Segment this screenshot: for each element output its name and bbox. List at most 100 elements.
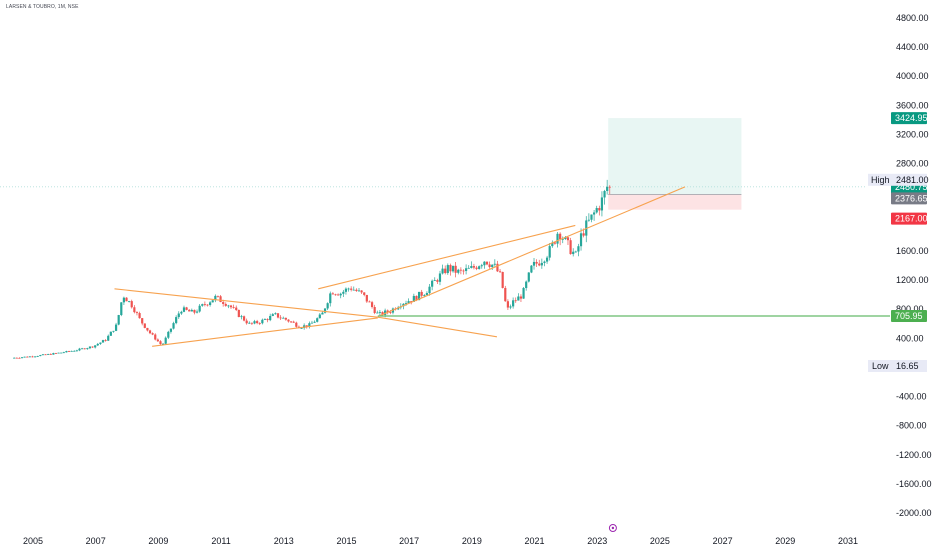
candle bbox=[151, 332, 154, 336]
candle bbox=[26, 356, 29, 358]
candle bbox=[276, 313, 280, 319]
low-label-text: Low bbox=[872, 361, 889, 371]
candle bbox=[138, 311, 141, 319]
candle bbox=[493, 259, 496, 267]
candle bbox=[373, 304, 376, 315]
candle bbox=[598, 205, 601, 216]
candle bbox=[269, 313, 272, 322]
candle bbox=[514, 297, 517, 303]
candle bbox=[323, 308, 327, 314]
candle bbox=[519, 294, 523, 302]
price-tag-label: 2480.75 bbox=[895, 182, 928, 192]
candle bbox=[256, 319, 259, 325]
x-tick-label: 2017 bbox=[399, 536, 419, 546]
candle bbox=[289, 321, 293, 323]
candle bbox=[522, 287, 525, 299]
x-tick-label: 2007 bbox=[86, 536, 106, 546]
candle bbox=[337, 293, 340, 296]
candle bbox=[365, 294, 368, 303]
candle bbox=[224, 302, 227, 307]
event-marker-icon bbox=[608, 524, 617, 532]
candle bbox=[88, 346, 92, 350]
candle bbox=[159, 340, 162, 346]
candle bbox=[368, 300, 371, 303]
x-tick-label: 2015 bbox=[336, 536, 356, 546]
candle bbox=[229, 304, 233, 310]
x-tick-label: 2005 bbox=[23, 536, 43, 546]
candle bbox=[483, 261, 486, 269]
candle bbox=[295, 321, 298, 328]
candle bbox=[559, 232, 562, 246]
candle bbox=[185, 306, 188, 311]
candle bbox=[20, 357, 24, 359]
candle bbox=[107, 334, 110, 342]
candle bbox=[203, 301, 206, 307]
candle bbox=[548, 243, 551, 261]
candle bbox=[454, 261, 457, 278]
candle bbox=[504, 285, 507, 302]
candle bbox=[538, 259, 541, 267]
candle bbox=[498, 268, 502, 274]
triangle-upper-extension bbox=[377, 316, 498, 338]
candle bbox=[96, 342, 99, 346]
position-zones bbox=[0, 118, 866, 210]
candle bbox=[169, 328, 173, 334]
candle bbox=[480, 263, 483, 269]
price-tag-target: 3424.95 bbox=[891, 112, 928, 125]
candle bbox=[99, 342, 102, 345]
candle bbox=[326, 302, 329, 311]
candle bbox=[36, 355, 39, 357]
high-label: High 2481.00 bbox=[868, 173, 929, 186]
channel-upper-line bbox=[318, 224, 576, 290]
candle bbox=[600, 191, 604, 217]
candle bbox=[62, 351, 65, 354]
price-tag-stop: 2167.00 bbox=[891, 212, 928, 225]
candle bbox=[329, 291, 332, 307]
candle bbox=[532, 257, 536, 270]
candle bbox=[551, 240, 554, 248]
candle bbox=[472, 263, 476, 270]
candle bbox=[467, 265, 470, 269]
candle bbox=[569, 237, 572, 255]
candle bbox=[253, 319, 256, 325]
candle bbox=[28, 356, 31, 358]
candle bbox=[167, 330, 170, 340]
candle bbox=[258, 322, 261, 326]
candle bbox=[556, 232, 559, 248]
candle bbox=[412, 293, 415, 302]
x-tick-label: 2027 bbox=[713, 536, 733, 546]
candle bbox=[15, 357, 18, 359]
candle bbox=[41, 354, 45, 356]
candle bbox=[263, 318, 267, 320]
candle bbox=[175, 315, 178, 325]
candle bbox=[428, 283, 431, 296]
candle bbox=[180, 310, 183, 315]
candle bbox=[407, 298, 410, 304]
candle bbox=[470, 261, 473, 269]
candle bbox=[566, 236, 570, 246]
candle bbox=[141, 317, 144, 326]
y-tick-label: 4800.00 bbox=[896, 13, 929, 23]
candle bbox=[122, 296, 126, 306]
candle bbox=[83, 348, 86, 350]
candle bbox=[52, 352, 55, 355]
candle bbox=[517, 293, 520, 301]
candle bbox=[606, 179, 609, 195]
price-tag-entry: 2376.65 bbox=[891, 192, 928, 205]
price-axis: 4800.00 4400.00 4000.00 3600.00 3200.00 2800.… bbox=[896, 13, 932, 518]
x-tick-label: 2031 bbox=[838, 536, 858, 546]
x-tick-label: 2021 bbox=[525, 536, 545, 546]
candle bbox=[198, 304, 201, 313]
candle bbox=[91, 346, 94, 349]
candle bbox=[279, 315, 282, 321]
candle bbox=[232, 304, 235, 309]
target-zone bbox=[608, 118, 742, 195]
candle bbox=[172, 321, 175, 330]
candle bbox=[201, 303, 204, 307]
candle bbox=[316, 317, 319, 323]
candle bbox=[112, 330, 115, 333]
triangle-lower-line bbox=[152, 317, 378, 347]
price-tag-label: 2376.65 bbox=[895, 193, 928, 203]
candle bbox=[318, 313, 321, 319]
